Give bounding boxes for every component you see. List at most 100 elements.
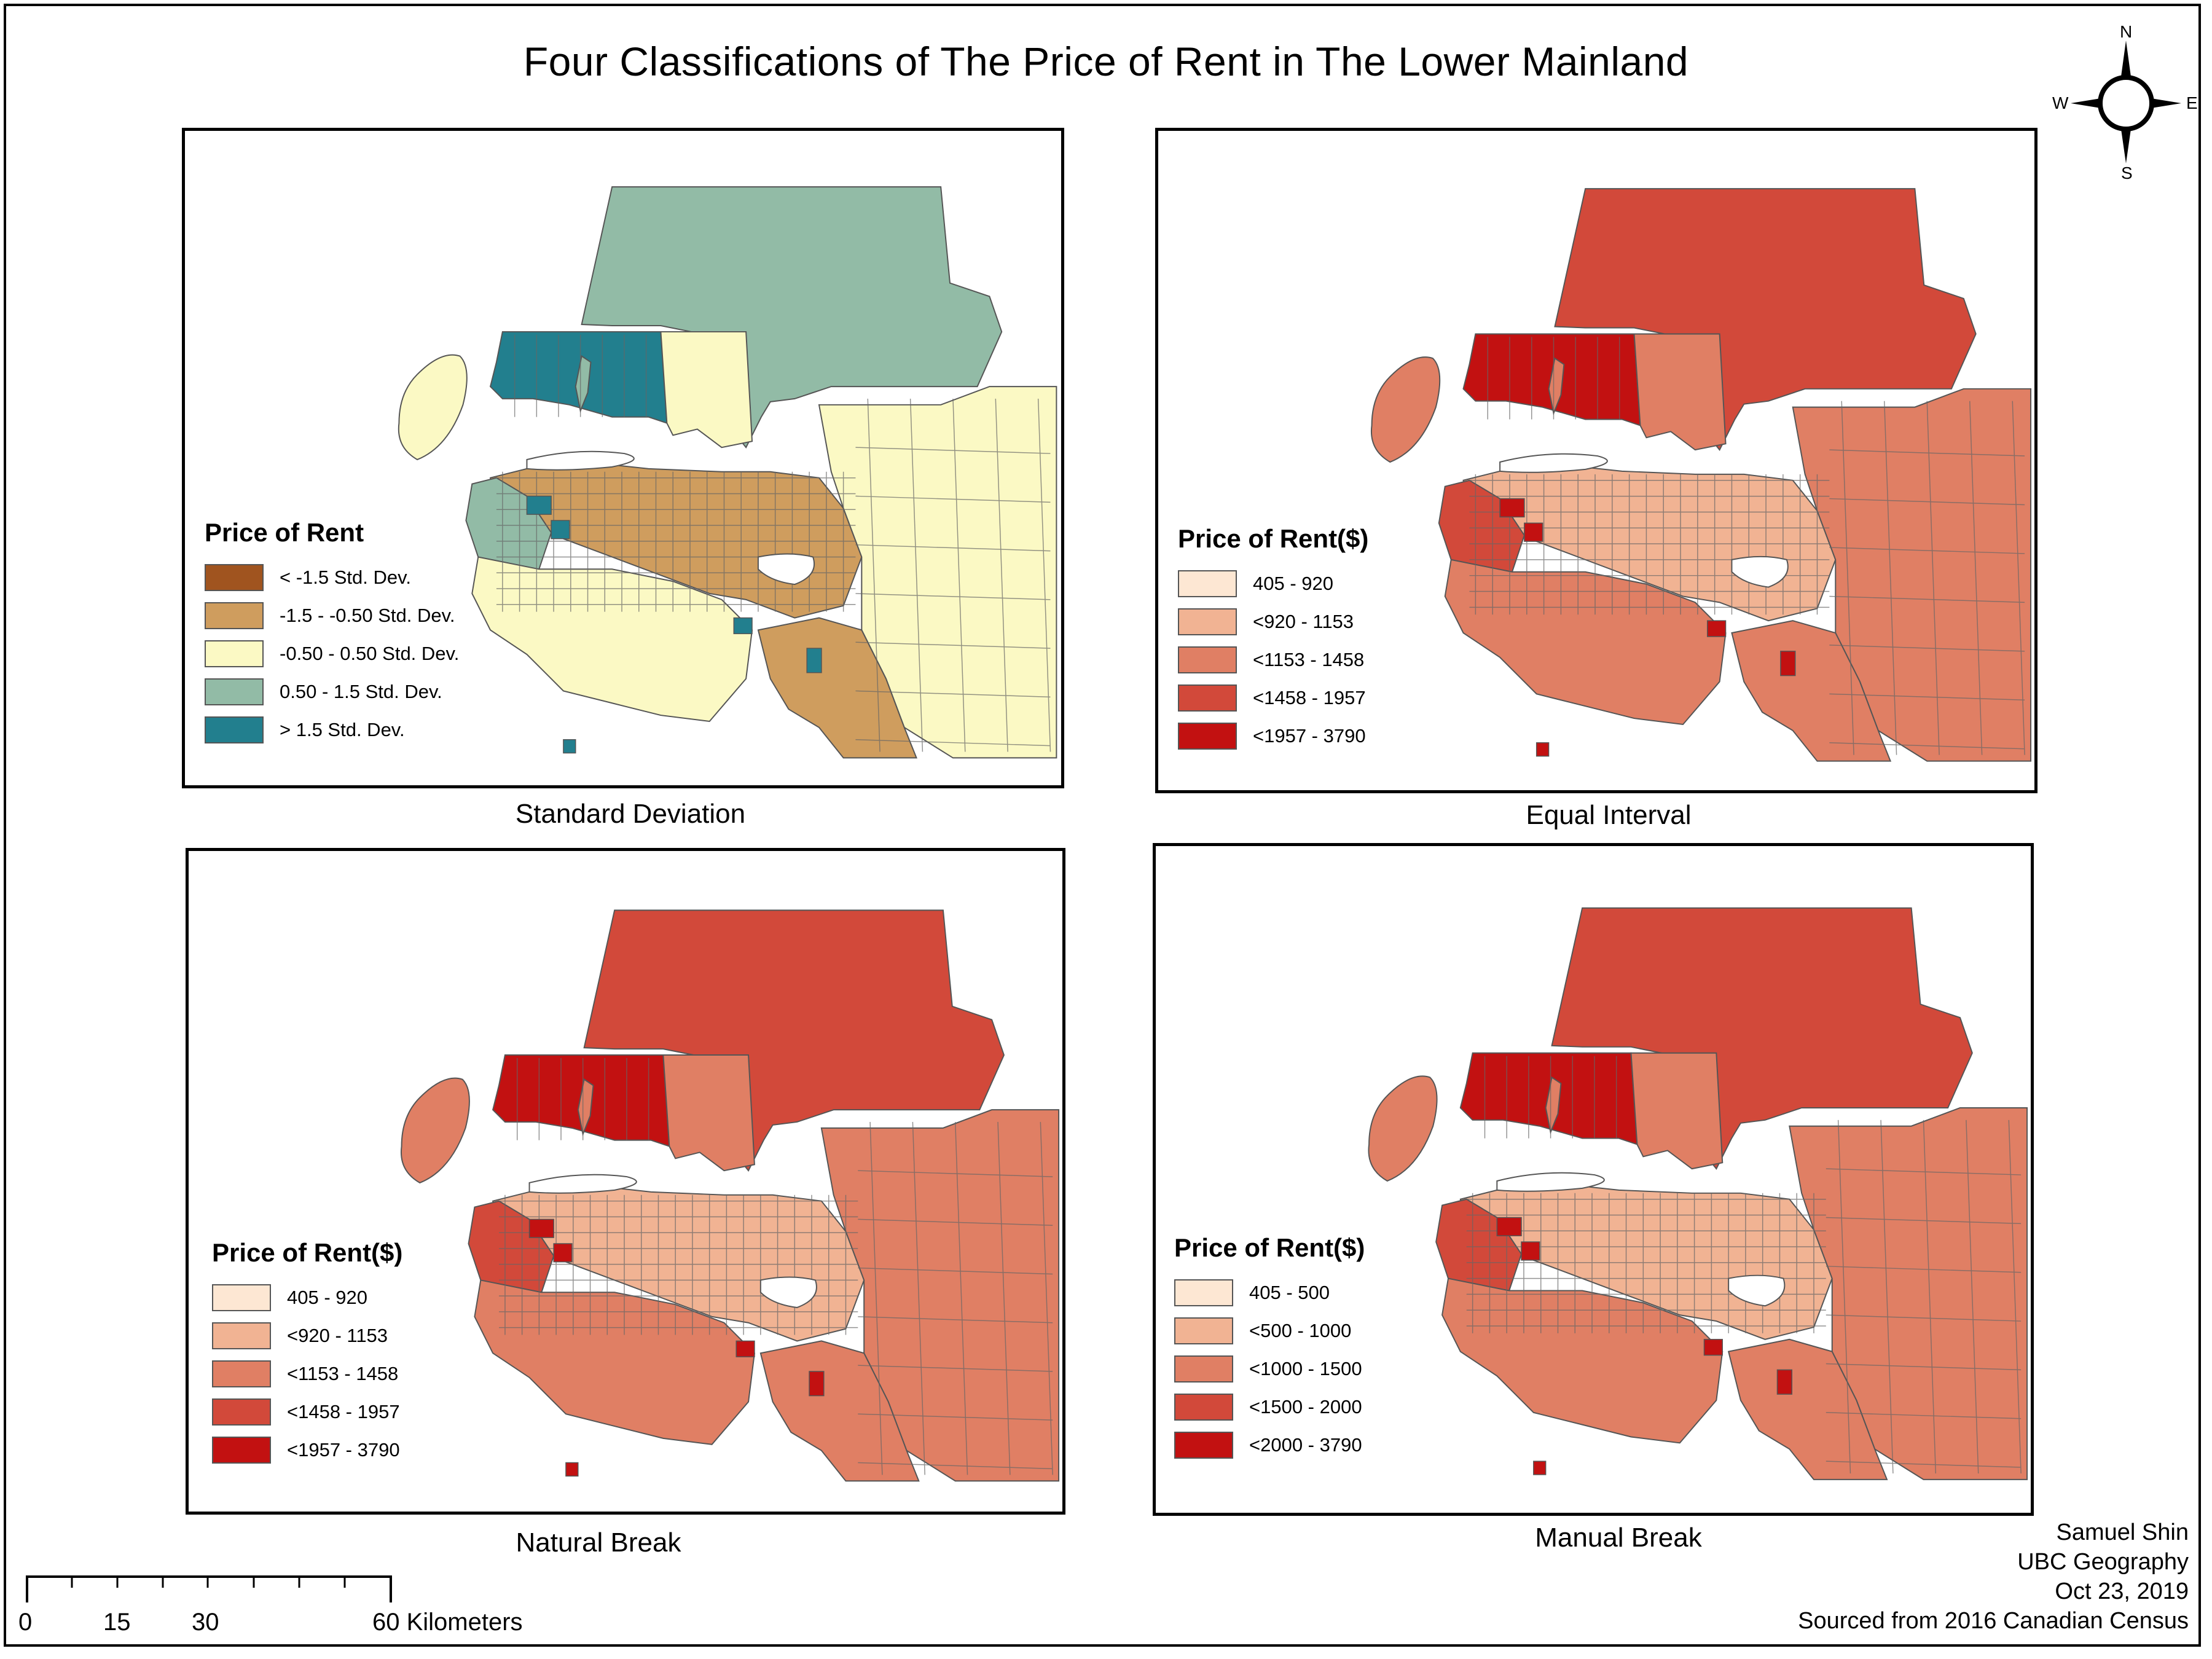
map-frame-manual-break: Price of Rent($) 405 - 500 <500 - 1000 <100… bbox=[1153, 843, 2034, 1516]
legend-swatch bbox=[212, 1360, 271, 1387]
legend-label: <1500 - 2000 bbox=[1249, 1396, 1362, 1418]
legend-item: <920 - 1153 bbox=[212, 1317, 402, 1355]
scale-tick-15: 15 bbox=[103, 1609, 131, 1636]
credits: Samuel Shin UBC Geography Oct 23, 2019 S… bbox=[1798, 1518, 2189, 1636]
map-region-sliver bbox=[577, 1078, 594, 1137]
legend-title: Price of Rent($) bbox=[1174, 1233, 1365, 1262]
legend-item: < -1.5 Std. Dev. bbox=[205, 559, 459, 597]
legend-label: <2000 - 3790 bbox=[1249, 1434, 1362, 1456]
legend-standard-deviation: Price of Rent < -1.5 Std. Dev. -1.5 - -0.5… bbox=[205, 518, 459, 749]
compass-e: E bbox=[2186, 93, 2198, 112]
map-highlight-tract bbox=[526, 495, 552, 515]
scale-tick-0: 0 bbox=[18, 1609, 33, 1636]
map-region-southEast bbox=[1731, 620, 1892, 762]
legend-swatch bbox=[1178, 684, 1237, 712]
legend-item: > 1.5 Std. Dev. bbox=[205, 711, 459, 749]
legend-item: <1957 - 3790 bbox=[1178, 717, 1368, 755]
legend-label: -0.50 - 0.50 Std. Dev. bbox=[280, 643, 460, 664]
legend-title: Price of Rent($) bbox=[1178, 524, 1369, 553]
legend-label: <1153 - 1458 bbox=[1253, 649, 1365, 670]
map-highlight-tract bbox=[1524, 522, 1543, 542]
caption-natural-break: Natural Break bbox=[516, 1528, 681, 1558]
map-region-island bbox=[398, 354, 468, 461]
legend-swatch bbox=[212, 1284, 271, 1311]
map-region-strip bbox=[1633, 333, 1727, 451]
legend-swatch bbox=[1178, 723, 1237, 750]
legend-label: <1153 - 1458 bbox=[287, 1363, 399, 1384]
water-body bbox=[1728, 1274, 1786, 1307]
legend-label: <920 - 1153 bbox=[287, 1325, 388, 1346]
map-highlight-tract bbox=[1703, 1339, 1723, 1356]
legend-swatch bbox=[205, 602, 264, 629]
tract-boundaries bbox=[496, 334, 1051, 752]
map-highlight-tract bbox=[553, 1243, 573, 1263]
map-region-island bbox=[400, 1077, 470, 1184]
legend-label: <1458 - 1957 bbox=[1253, 687, 1366, 708]
compass-s: S bbox=[2121, 163, 2133, 182]
credits-org: UBC Geography bbox=[2017, 1549, 2189, 1575]
map-region-north bbox=[1551, 907, 1973, 1170]
compass-w: W bbox=[2052, 93, 2069, 112]
scale-bar bbox=[26, 1575, 392, 1602]
water-body bbox=[528, 1174, 637, 1194]
scale-tick-60: 60 Kilometers bbox=[372, 1609, 523, 1636]
map-highlight-tract bbox=[1533, 1461, 1547, 1475]
legend-item: 0.50 - 1.5 Std. Dev. bbox=[205, 673, 459, 711]
water-body bbox=[1499, 453, 1608, 473]
legend-label: <1957 - 3790 bbox=[287, 1439, 400, 1461]
caption-standard-deviation: Standard Deviation bbox=[515, 799, 746, 829]
legend-item: 405 - 500 bbox=[1174, 1274, 1365, 1312]
legend-item: 405 - 920 bbox=[1178, 565, 1368, 603]
map-region-island bbox=[1370, 356, 1441, 463]
legend-item: <1153 - 1458 bbox=[212, 1355, 402, 1393]
legend-swatch bbox=[205, 564, 264, 591]
credits-source: Sourced from 2016 Canadian Census bbox=[1798, 1608, 2189, 1634]
map-frame-equal-interval: Price of Rent($) 405 - 920 <920 - 1153 <115… bbox=[1155, 128, 2037, 793]
map-region-sliver bbox=[1545, 1076, 1562, 1135]
compass-n: N bbox=[2120, 22, 2133, 41]
legend-swatch bbox=[1178, 646, 1237, 673]
water-body bbox=[759, 1276, 817, 1308]
map-highlight-tract bbox=[1521, 1241, 1540, 1261]
legend-swatch bbox=[1178, 570, 1237, 597]
north-arrow-icon: N S W E bbox=[2052, 22, 2200, 182]
legend-item: 405 - 920 bbox=[212, 1279, 402, 1317]
legend-item: <1153 - 1458 bbox=[1178, 641, 1368, 679]
rent-map-standard-deviation bbox=[398, 186, 1057, 759]
legend-item: <1000 - 1500 bbox=[1174, 1350, 1365, 1388]
legend-swatch bbox=[1174, 1432, 1233, 1459]
page-frame bbox=[4, 4, 2201, 1647]
map-highlight-tract bbox=[1499, 498, 1525, 518]
legend-swatch bbox=[1178, 608, 1237, 635]
legend-item: -0.50 - 0.50 Std. Dev. bbox=[205, 635, 459, 673]
map-highlight-tract bbox=[1776, 1369, 1793, 1395]
rent-map-manual-break bbox=[1368, 907, 2028, 1480]
credits-author: Samuel Shin bbox=[2056, 1520, 2189, 1545]
legend-swatch bbox=[1174, 1279, 1233, 1306]
caption-manual-break: Manual Break bbox=[1535, 1523, 1702, 1553]
map-highlight-tract bbox=[1535, 742, 1550, 757]
map-frame-standard-deviation: Price of Rent < -1.5 Std. Dev. -1.5 - -0.5… bbox=[182, 128, 1064, 788]
scale-tick-30: 30 bbox=[192, 1609, 219, 1636]
map-region-strip bbox=[1630, 1052, 1724, 1170]
legend-item: <920 - 1153 bbox=[1178, 603, 1368, 641]
credits-date: Oct 23, 2019 bbox=[2055, 1579, 2189, 1604]
legend-swatch bbox=[212, 1322, 271, 1349]
map-region-strip bbox=[660, 331, 753, 449]
map-region-strip bbox=[662, 1054, 755, 1172]
legend-item: <2000 - 3790 bbox=[1174, 1426, 1365, 1464]
legend-swatch bbox=[205, 678, 264, 705]
legend-swatch bbox=[205, 640, 264, 667]
legend-item: -1.5 - -0.50 Std. Dev. bbox=[205, 597, 459, 635]
map-region-sliver bbox=[575, 355, 592, 414]
map-region-north bbox=[1554, 188, 1977, 451]
legend-item: <1458 - 1957 bbox=[212, 1393, 402, 1431]
caption-equal-interval: Equal Interval bbox=[1526, 800, 1692, 830]
legend-label: 0.50 - 1.5 Std. Dev. bbox=[280, 681, 442, 702]
legend-item: <1458 - 1957 bbox=[1178, 679, 1368, 717]
map-region-north bbox=[581, 186, 1003, 449]
legend-title: Price of Rent($) bbox=[212, 1238, 403, 1267]
map-highlight-tract bbox=[733, 617, 753, 635]
map-highlight-tract bbox=[806, 648, 822, 673]
map-highlight-tract bbox=[735, 1340, 755, 1357]
